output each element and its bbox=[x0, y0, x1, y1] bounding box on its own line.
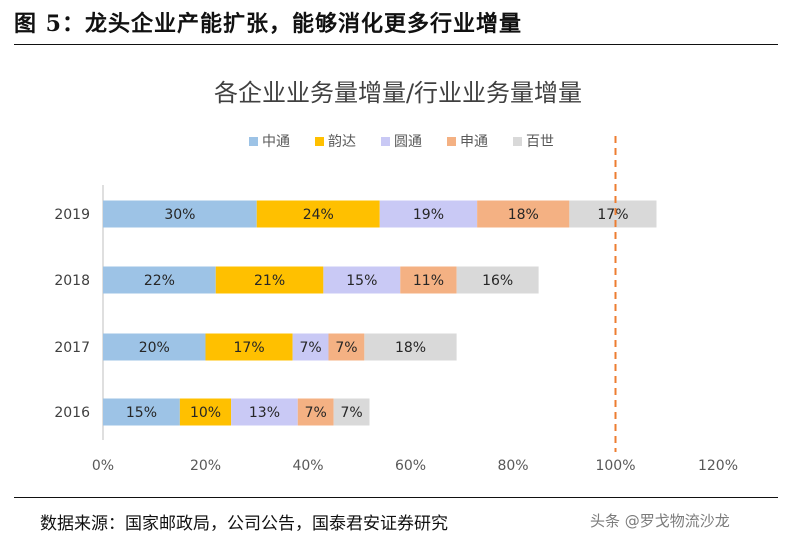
data-label: 7% bbox=[335, 340, 357, 356]
plot-area: 0% 20% 40% 60% 80% 100% 120% 2016 15% 10% 13% 7% 7% 2… bbox=[54, 136, 738, 474]
data-label: 30% bbox=[164, 207, 195, 223]
figure-title: 图 5：龙头企业产能扩张，能够消化更多行业增量 bbox=[14, 11, 522, 37]
data-label: 16% bbox=[482, 273, 513, 289]
bar-segment bbox=[256, 200, 380, 228]
data-label: 7% bbox=[305, 405, 327, 421]
watermark: 头条 @罗戈物流沙龙 bbox=[590, 512, 730, 530]
bar-segment bbox=[297, 398, 334, 426]
bar-segment bbox=[103, 398, 180, 426]
data-label: 21% bbox=[254, 273, 285, 289]
y-category-label: 2019 bbox=[54, 207, 90, 223]
bar-segment bbox=[379, 200, 478, 228]
legend-swatch bbox=[381, 137, 390, 146]
bar-segment bbox=[231, 398, 298, 426]
bar-segment bbox=[456, 266, 539, 294]
chart-title: 各企业业务量增量/行业业务量增量 bbox=[214, 79, 582, 107]
legend-swatch bbox=[513, 137, 522, 146]
bar-segment bbox=[205, 333, 293, 361]
bar-segment bbox=[215, 266, 324, 294]
bar-segment bbox=[400, 266, 457, 294]
legend-label: 圆通 bbox=[394, 134, 422, 150]
bar-segment bbox=[569, 200, 657, 228]
x-tick-label: 60% bbox=[395, 458, 426, 474]
y-category-label: 2017 bbox=[54, 340, 90, 356]
data-label: 13% bbox=[249, 405, 280, 421]
data-label: 10% bbox=[190, 405, 221, 421]
legend-label: 中通 bbox=[262, 134, 290, 150]
x-tick-label: 120% bbox=[698, 458, 738, 474]
legend-swatch bbox=[315, 137, 324, 146]
data-label: 15% bbox=[126, 405, 157, 421]
data-label: 20% bbox=[139, 340, 170, 356]
bar-segment bbox=[103, 333, 206, 361]
bar-segment bbox=[292, 333, 329, 361]
bar-segment bbox=[179, 398, 232, 426]
data-label: 18% bbox=[508, 207, 539, 223]
x-tick-label: 100% bbox=[595, 458, 635, 474]
data-label: 17% bbox=[597, 207, 628, 223]
legend-label: 百世 bbox=[526, 134, 554, 150]
bar-segment bbox=[103, 200, 257, 228]
data-label: 11% bbox=[413, 273, 444, 289]
data-label: 19% bbox=[413, 207, 444, 223]
x-tick-label: 0% bbox=[92, 458, 114, 474]
legend-label: 韵达 bbox=[328, 134, 356, 150]
data-label: 7% bbox=[340, 405, 362, 421]
title-rule bbox=[14, 44, 778, 45]
x-tick-label: 40% bbox=[292, 458, 323, 474]
data-label: 18% bbox=[395, 340, 426, 356]
y-category-label: 2016 bbox=[54, 405, 90, 421]
source-rule bbox=[14, 497, 778, 498]
bar-segment bbox=[477, 200, 570, 228]
data-label: 24% bbox=[303, 207, 334, 223]
bar-segment bbox=[103, 266, 216, 294]
bar-segment bbox=[328, 333, 365, 361]
legend-swatch bbox=[447, 137, 456, 146]
bar-segment bbox=[364, 333, 457, 361]
bar-segment bbox=[333, 398, 370, 426]
bar-segment bbox=[323, 266, 401, 294]
data-label: 15% bbox=[346, 273, 377, 289]
x-tick-label: 80% bbox=[497, 458, 528, 474]
legend-label: 申通 bbox=[460, 134, 488, 150]
data-label: 22% bbox=[144, 273, 175, 289]
data-label: 17% bbox=[234, 340, 265, 356]
legend: 中通 韵达 圆通 申通 百世 bbox=[249, 134, 554, 150]
y-category-label: 2018 bbox=[54, 273, 90, 289]
source-note: 数据来源：国家邮政局，公司公告，国泰君安证券研究 bbox=[40, 514, 448, 534]
x-tick-label: 20% bbox=[190, 458, 221, 474]
legend-swatch bbox=[249, 137, 258, 146]
data-label: 7% bbox=[299, 340, 321, 356]
